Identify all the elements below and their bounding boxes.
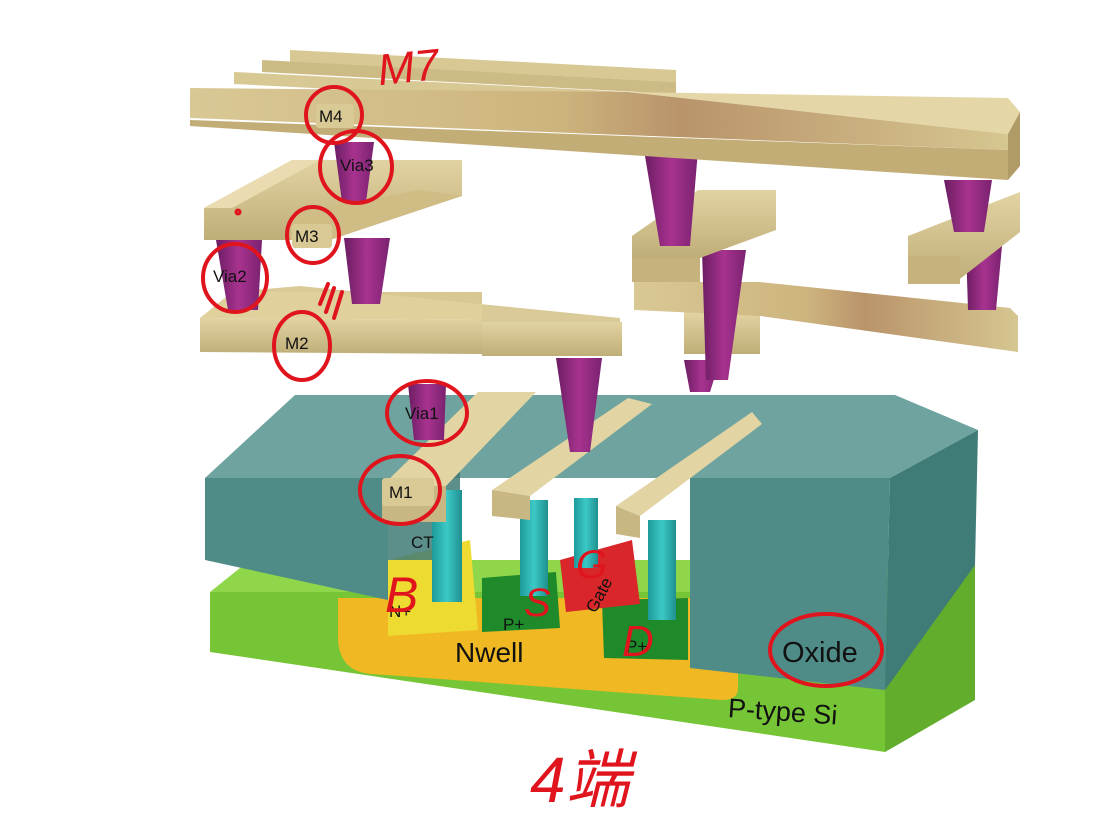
contact-drain	[648, 520, 676, 620]
via2-label: Via2	[213, 267, 247, 286]
circle-via1	[385, 379, 469, 447]
handwritten-annotations	[201, 85, 884, 688]
m4-label-box	[316, 104, 354, 128]
dot-m3	[234, 208, 242, 216]
nwell-label: Nwell	[455, 637, 523, 668]
nplus-label: N+	[389, 602, 411, 621]
contact-gate	[574, 498, 598, 568]
circle-via2	[201, 242, 269, 314]
m3-label: M3	[295, 227, 319, 246]
circle-m2	[272, 310, 332, 382]
circle-oxide	[768, 612, 884, 688]
oxide-label: Oxide	[782, 637, 858, 669]
m3-label-box	[292, 224, 332, 248]
contacts	[432, 490, 676, 620]
via3-label: Via3	[340, 156, 374, 175]
via1-label: Via1	[405, 404, 439, 423]
circle-m1	[358, 454, 442, 526]
annotation-body-b: B	[385, 567, 418, 623]
circle-via3	[318, 129, 394, 205]
circle-m4	[304, 85, 364, 145]
via3-layer	[334, 142, 992, 246]
annotation-gate-g: G	[576, 543, 607, 587]
m1-label: M1	[389, 483, 413, 502]
via2-tick-marks	[318, 282, 344, 320]
handwritten-text: M7 B S G D 4端	[375, 40, 653, 816]
pplus-drain-label: P+	[626, 637, 647, 656]
m1-label-box	[382, 478, 434, 506]
circle-m3	[285, 205, 341, 265]
annotation-source-s: S	[524, 581, 551, 625]
m2-label: M2	[285, 334, 309, 353]
metal3-layer	[204, 160, 1020, 284]
annotation-drain-d: D	[622, 617, 654, 666]
metal4-layer	[190, 50, 1020, 180]
pplus-source-label: P+	[503, 615, 524, 634]
annotation-m7: M7	[375, 40, 442, 95]
annotation-four-terminals: 4端	[530, 744, 638, 816]
m4-label: M4	[319, 107, 343, 126]
ct-label: CT	[411, 533, 434, 552]
